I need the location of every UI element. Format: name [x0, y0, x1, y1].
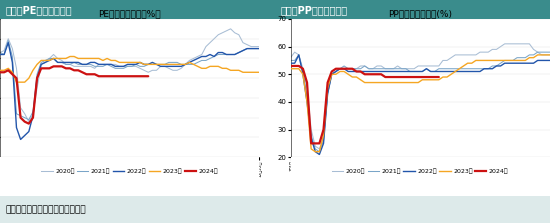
- Title: PP下游加权开工率(%): PP下游加权开工率(%): [388, 9, 452, 18]
- Text: 图表：PP下游加权开工: 图表：PP下游加权开工: [280, 5, 348, 15]
- Text: 图表：PE下游加权开工: 图表：PE下游加权开工: [6, 5, 72, 15]
- Title: PE下游开工均值（%）: PE下游开工均值（%）: [98, 9, 161, 18]
- Text: 资料来源：隆众资讯、新湖研究所: 资料来源：隆众资讯、新湖研究所: [6, 205, 86, 214]
- Legend: 2020年, 2021年, 2022年, 2023年, 2024年: 2020年, 2021年, 2022年, 2023年, 2024年: [329, 166, 511, 177]
- Legend: 2020年, 2021年, 2022年, 2023年, 2024年: 2020年, 2021年, 2022年, 2023年, 2024年: [39, 166, 221, 177]
